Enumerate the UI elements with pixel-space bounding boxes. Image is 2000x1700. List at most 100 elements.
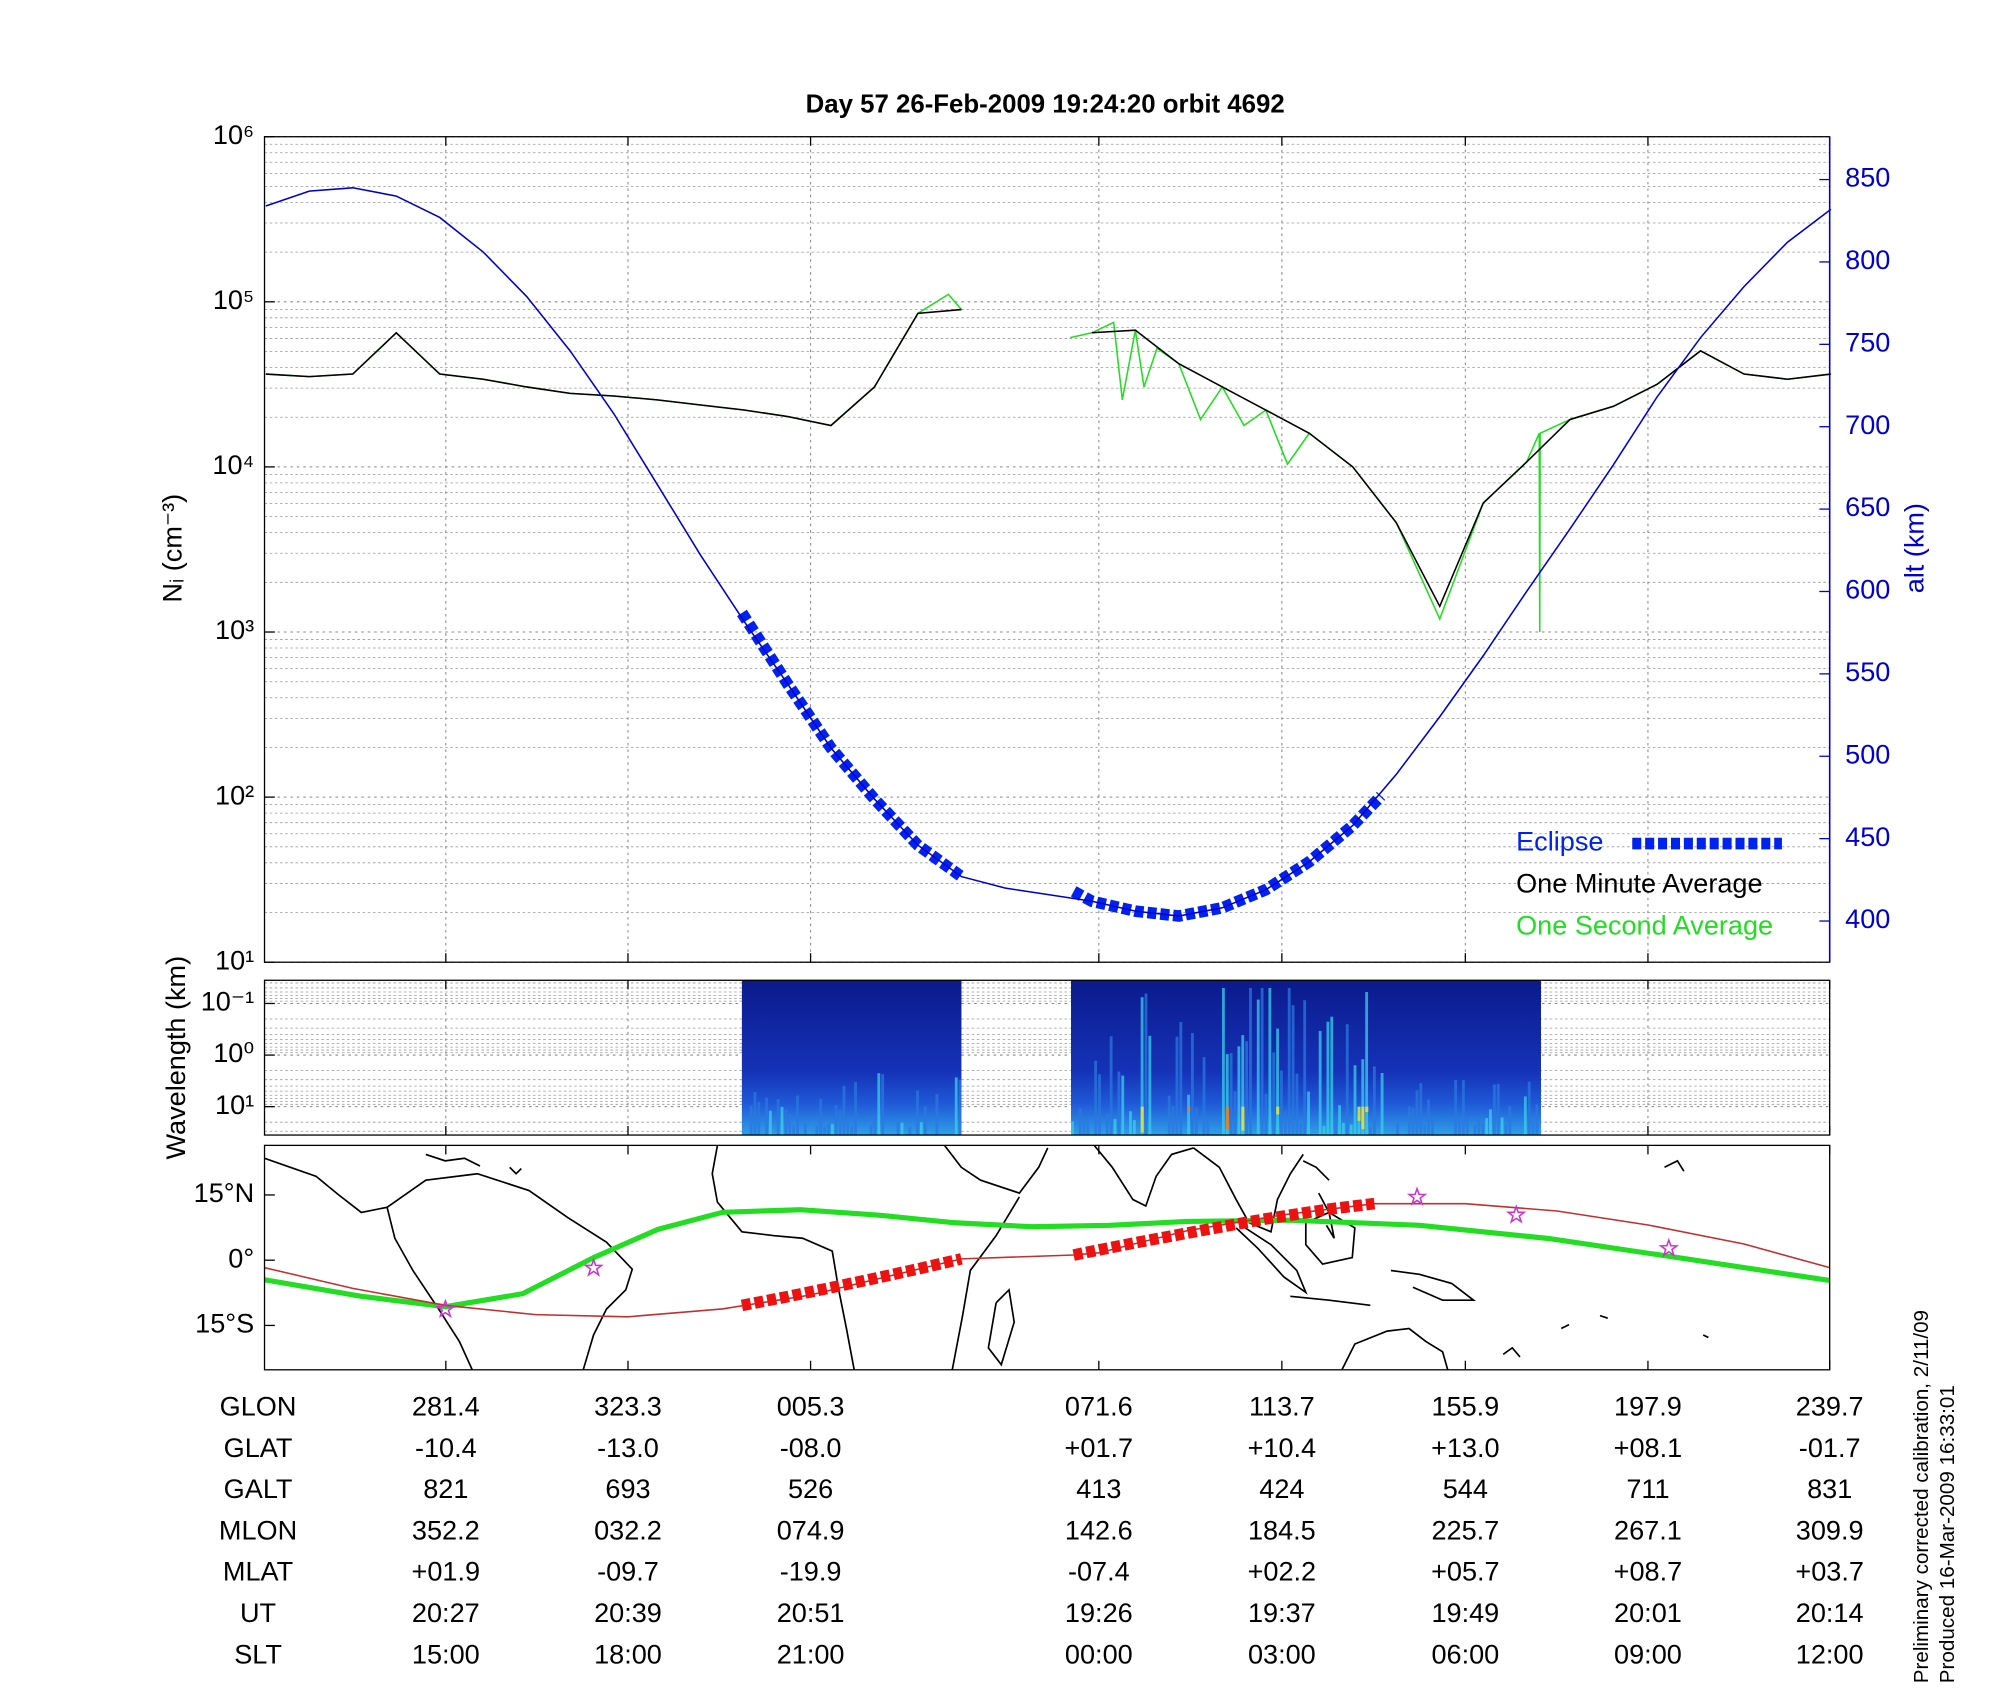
- spectrum-texture: [1504, 1124, 1508, 1136]
- table-cell: -01.7: [1799, 1432, 1861, 1463]
- spectrum-texture: [854, 1082, 857, 1136]
- coastline: [425, 1153, 481, 1167]
- spectrum-texture: [1187, 1094, 1190, 1136]
- spectrum-texture: [1535, 1104, 1539, 1136]
- table-cell: 005.3: [777, 1391, 845, 1422]
- spectrum-texture: [1241, 1035, 1245, 1136]
- table-cell: 352.2: [412, 1514, 480, 1545]
- spectrum-texture: [1357, 1116, 1361, 1136]
- spectrum-texture: [1140, 997, 1144, 1136]
- spectrum-texture: [1071, 1121, 1074, 1136]
- spectrum-texture: [1206, 1118, 1210, 1136]
- spectrum-texture: [780, 1106, 784, 1136]
- spectrum-texture: [1229, 1052, 1233, 1136]
- coastline: [264, 1157, 388, 1214]
- table-cell: +05.7: [1431, 1556, 1500, 1587]
- table-cell: 21:00: [777, 1638, 845, 1669]
- spectrum-texture: [916, 1090, 919, 1136]
- table-cell: 225.7: [1431, 1514, 1499, 1545]
- spectrum-texture: [1396, 1123, 1400, 1136]
- table-cell: 711: [1626, 1473, 1669, 1504]
- table-cell: 309.9: [1796, 1514, 1864, 1545]
- spectrum-texture: [877, 1073, 881, 1136]
- spectrum-texture: [1431, 1119, 1434, 1136]
- y-axis-label: Nᵢ (cm⁻³): [156, 494, 187, 603]
- chart-title: Day 57 26-Feb-2009 19:24:20 orbit 4692: [806, 91, 1285, 119]
- spectrum-texture: [784, 1109, 788, 1136]
- spectrum-texture: [1299, 1123, 1303, 1136]
- spectrum-texture: [1334, 1122, 1338, 1136]
- spectrum-texture: [1318, 1030, 1322, 1136]
- spectrum-texture: [846, 1121, 850, 1136]
- spectrum-texture: [1303, 1000, 1307, 1136]
- table-cell: 20:14: [1796, 1597, 1864, 1628]
- spectrum-texture: [881, 1074, 885, 1136]
- y2-axis-label: alt (km): [1898, 503, 1929, 593]
- y2-tick-label: 700: [1845, 409, 1890, 440]
- spectrum-texture: [1144, 993, 1148, 1136]
- spectrum-texture: [1492, 1084, 1496, 1136]
- spectrum-texture: [749, 1105, 753, 1136]
- spectrum-texture: [873, 1114, 877, 1136]
- spectrum-texture: [827, 1124, 830, 1136]
- spectrum-texture: [1171, 1105, 1175, 1136]
- table-cell: 071.6: [1065, 1391, 1133, 1422]
- spectrum-texture: [1098, 1074, 1101, 1136]
- coastline: [1302, 1160, 1330, 1181]
- coastline: [509, 1166, 522, 1175]
- spectrum-texture: [1078, 1107, 1082, 1136]
- legend-label: One Minute Average: [1516, 868, 1762, 899]
- note: Produced 16-Mar-2009 16:33:01: [1936, 1385, 1959, 1683]
- spectrum-texture: [954, 1077, 958, 1136]
- coastline: [386, 1207, 474, 1370]
- spectrum-texture: [1353, 1065, 1357, 1136]
- spectrum-texture: [900, 1122, 904, 1136]
- table-cell: -08.0: [780, 1432, 842, 1463]
- map-line: [740, 1197, 1376, 1312]
- table-cell: 267.1: [1614, 1514, 1682, 1545]
- spectrum-texture: [935, 1094, 939, 1136]
- table-cell: 831: [1807, 1473, 1852, 1504]
- spectrum-texture: [768, 1110, 772, 1136]
- spectrum-texture: [1365, 992, 1369, 1136]
- spectrum-texture: [1361, 1059, 1365, 1136]
- spectrum-texture: [1225, 1054, 1229, 1136]
- table-row-label: GLAT: [224, 1432, 293, 1463]
- table-cell: 19:49: [1431, 1597, 1499, 1628]
- spectrum-texture: [842, 1085, 846, 1136]
- spectrum-texture: [923, 1105, 927, 1136]
- table-cell: 19:37: [1248, 1597, 1316, 1628]
- table-row-label: MLON: [219, 1514, 297, 1545]
- table-cell: 03:00: [1248, 1638, 1316, 1669]
- table-cell: 281.4: [412, 1391, 480, 1422]
- spectrum-texture: [1454, 1079, 1458, 1136]
- table-cell: 544: [1443, 1473, 1488, 1504]
- spectrum-texture: [819, 1098, 823, 1136]
- table-cell: 20:01: [1614, 1597, 1682, 1628]
- map-tracks: [264, 1186, 1830, 1319]
- table-cell: 12:00: [1796, 1638, 1864, 1669]
- table-row-label: GLON: [220, 1391, 297, 1422]
- spectrum-texture: [792, 1125, 796, 1136]
- table-cell: 413: [1076, 1473, 1121, 1504]
- spectrum-texture: [1365, 1106, 1369, 1113]
- y-tick-label: 10²: [215, 779, 254, 810]
- map-line: [264, 1207, 1830, 1310]
- table-cell: 113.7: [1249, 1391, 1315, 1422]
- table-cell: -09.7: [597, 1556, 659, 1587]
- spectrum-texture: [1461, 1080, 1465, 1136]
- spectrum-texture: [1129, 1111, 1132, 1136]
- y2-tick-label: 750: [1845, 326, 1890, 357]
- spectrum-texture: [1407, 1106, 1411, 1136]
- spectrum-texture: [838, 1110, 842, 1136]
- table-cell: 20:27: [412, 1597, 480, 1628]
- data-line: [265, 187, 1832, 917]
- coastline: [943, 1145, 1049, 1195]
- spectrum-texture: [958, 1079, 962, 1136]
- y-tick-label: 0°: [228, 1242, 254, 1273]
- spectrum-texture: [1326, 1021, 1330, 1136]
- table-cell: +08.7: [1614, 1556, 1683, 1587]
- spectrum-texture: [1465, 1119, 1469, 1136]
- table-cell: 15:00: [412, 1638, 480, 1669]
- table-cell: 821: [423, 1473, 468, 1504]
